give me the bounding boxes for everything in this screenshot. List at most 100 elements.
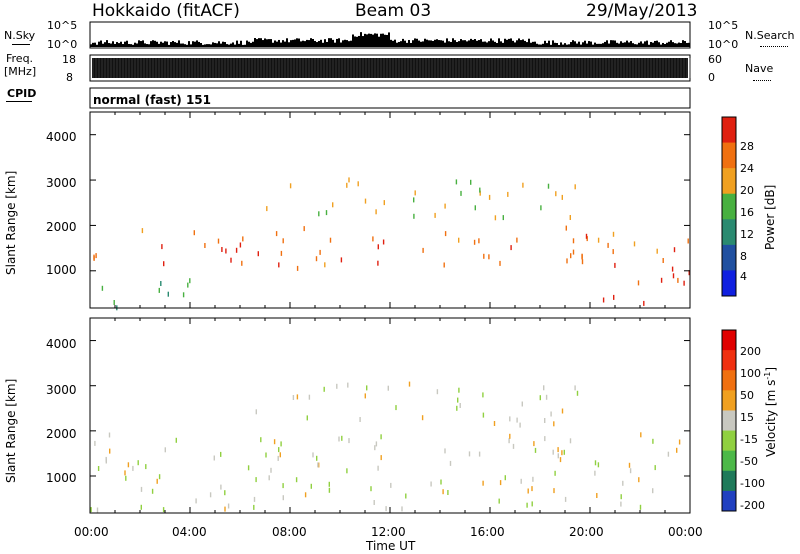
nsky-bar <box>438 40 440 47</box>
data-cell <box>507 191 509 197</box>
colorbar-segment <box>722 330 736 351</box>
data-cell <box>328 481 330 487</box>
nsky-bar <box>414 38 416 47</box>
data-cell <box>167 291 169 297</box>
nsky-bar <box>652 42 654 47</box>
colorbar-segment <box>722 142 736 169</box>
data-cell <box>125 475 127 481</box>
nsky-bar <box>666 42 668 47</box>
data-cell <box>413 213 415 219</box>
data-cell <box>574 385 576 391</box>
nsky-bar <box>204 44 206 47</box>
data-cell <box>387 385 389 391</box>
nsky-bar <box>190 44 192 47</box>
nsky-bar <box>472 39 474 47</box>
colorbar-segment <box>722 193 736 220</box>
plot-frame-panel-1 <box>89 111 691 309</box>
data-cell <box>278 447 280 453</box>
data-cell <box>374 445 376 451</box>
data-cell <box>260 437 262 443</box>
nsky-underline <box>12 44 30 45</box>
nsky-bar <box>464 40 466 47</box>
nsky-bar <box>118 43 120 47</box>
nsky-bar <box>116 42 118 47</box>
data-cell <box>380 455 382 461</box>
nsky-bar <box>196 40 198 47</box>
xtick: 12:00 <box>371 525 406 539</box>
xtick: 16:00 <box>470 525 505 539</box>
nsky-bar <box>274 40 276 47</box>
data-cell <box>638 477 640 483</box>
nsky-bar <box>410 42 412 47</box>
data-cell <box>247 465 250 471</box>
data-cell <box>158 287 160 293</box>
data-cell <box>654 465 656 471</box>
data-cell <box>687 238 689 244</box>
nsky-bar <box>348 41 350 47</box>
data-cell <box>458 387 460 393</box>
data-cell <box>295 477 298 483</box>
nsky-bar <box>250 42 252 47</box>
nsky-bar <box>654 40 656 47</box>
data-cell <box>527 488 529 494</box>
nsky-bar <box>442 40 444 47</box>
nsky-bar <box>436 39 438 47</box>
nsky-bar <box>594 42 596 47</box>
nsky-bar <box>572 40 574 47</box>
nsky-bar <box>224 42 226 47</box>
nsky-bar <box>456 41 458 47</box>
nsky-bar <box>180 43 182 47</box>
data-cell <box>373 500 375 505</box>
cpid-label: CPID <box>7 87 37 100</box>
nsky-bar <box>278 39 280 47</box>
nsky-bar <box>230 43 232 47</box>
x-axis-label: Time UT <box>366 539 416 553</box>
nsky-bar <box>376 33 378 47</box>
data-cell <box>581 259 584 265</box>
nsky-bar <box>626 40 628 47</box>
nsky-bar <box>560 42 562 47</box>
data-cell <box>255 477 257 483</box>
data-cell <box>187 282 189 288</box>
data-cell <box>652 488 654 494</box>
data-cell <box>94 440 96 446</box>
nsky-bar <box>586 43 588 47</box>
nsky-bar <box>592 44 594 47</box>
freq-unit: [MHz] <box>4 65 37 78</box>
nsky-bar <box>340 42 342 47</box>
data-cell <box>502 215 504 221</box>
cpid-underline <box>6 101 32 102</box>
nsky-bar <box>536 43 538 47</box>
data-cell <box>348 177 350 183</box>
data-cell <box>520 478 522 484</box>
data-cell <box>329 237 332 243</box>
nsky-bar <box>300 41 302 47</box>
nsky-bar <box>634 44 636 47</box>
nsky-bar <box>408 39 410 47</box>
nsky-bar <box>602 43 604 47</box>
nsky-bar <box>264 38 266 47</box>
nsky-bar <box>636 44 638 47</box>
data-cell <box>614 262 616 268</box>
nsky-bar <box>220 43 222 47</box>
data-cell <box>470 179 472 185</box>
data-cell <box>296 394 299 400</box>
nsky-bar <box>454 40 456 47</box>
data-cell <box>555 191 557 197</box>
nsky-bar <box>468 40 470 47</box>
data-cell <box>458 237 460 243</box>
data-cell <box>572 238 575 244</box>
data-cell <box>569 215 571 220</box>
nsky-bar <box>530 42 532 47</box>
data-cell <box>217 238 220 244</box>
data-cell <box>488 254 490 260</box>
nsky-bar <box>542 43 544 47</box>
data-cell <box>444 448 446 454</box>
data-cell <box>499 480 502 486</box>
nsky-bar <box>326 41 328 47</box>
nsky-bar <box>134 42 136 47</box>
nsky-bar <box>144 43 146 47</box>
nsky-bar <box>104 42 106 47</box>
data-cell <box>533 441 535 447</box>
nsky-bar <box>130 44 132 47</box>
